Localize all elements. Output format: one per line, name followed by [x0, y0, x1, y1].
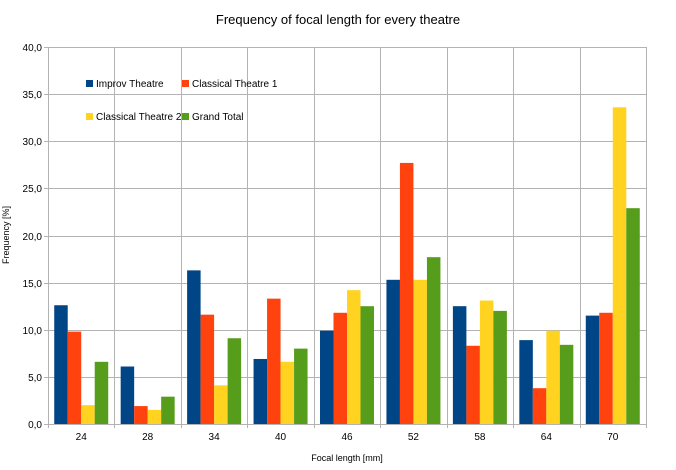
- bar-classical-theatre-2-28: [147, 409, 162, 424]
- bar-classical-theatre-2-64: [546, 330, 560, 424]
- legend-label: Classical Theatre 2: [96, 112, 182, 123]
- bar-improv-theatre-34: [187, 270, 201, 424]
- y-tick-label: 35,0: [23, 90, 43, 101]
- bar-improv-theatre-64: [519, 340, 533, 424]
- bar-classical-theatre-2-70: [612, 107, 627, 424]
- bar-grand-total-28: [161, 396, 175, 424]
- bar-grand-total-58: [493, 310, 507, 424]
- x-axis-label: Focal length [mm]: [311, 453, 383, 463]
- bar-classical-theatre-1-40: [267, 298, 281, 424]
- bar-classical-theatre-2-52: [413, 279, 427, 424]
- y-axis-label: Frequency [%]: [1, 205, 11, 265]
- bar-improv-theatre-52: [386, 279, 400, 424]
- x-tick-label: 70: [607, 432, 619, 443]
- legend-swatch: [86, 80, 93, 87]
- x-tick-label: 58: [474, 432, 486, 443]
- legend-swatch: [182, 80, 189, 87]
- bar-classical-theatre-1-64: [532, 388, 547, 424]
- bar-classical-theatre-1-46: [333, 312, 347, 424]
- x-tick-label: 28: [142, 432, 154, 443]
- x-tick-label: 46: [341, 432, 353, 443]
- bar-improv-theatre-46: [320, 330, 334, 424]
- bar-improv-theatre-70: [585, 315, 600, 424]
- bar-improv-theatre-58: [452, 306, 467, 424]
- bar-classical-theatre-2-58: [479, 300, 494, 424]
- bar-classical-theatre-1-70: [599, 312, 613, 424]
- bar-improv-theatre-28: [120, 366, 135, 424]
- bar-improv-theatre-40: [253, 358, 268, 424]
- bar-grand-total-24: [94, 361, 109, 424]
- chart-title: Frequency of focal length for every thea…: [215, 12, 461, 27]
- x-tick-label: 64: [541, 432, 553, 443]
- x-tick-label: 52: [408, 432, 420, 443]
- legend-label: Grand Total: [192, 112, 244, 123]
- bar-grand-total-46: [360, 306, 374, 424]
- y-tick-label: 20,0: [23, 232, 43, 243]
- legend-label: Improv Theatre: [96, 79, 164, 90]
- bar-classical-theatre-2-34: [214, 385, 228, 424]
- y-tick-label: 30,0: [23, 137, 43, 148]
- y-tick-label: 0,0: [28, 420, 42, 431]
- bar-grand-total-40: [294, 348, 308, 424]
- bar-grand-total-70: [626, 208, 640, 424]
- y-tick-label: 25,0: [23, 184, 43, 195]
- bar-classical-theatre-1-52: [399, 162, 414, 424]
- bar-classical-theatre-2-40: [280, 361, 295, 424]
- x-tick-label: 34: [209, 432, 221, 443]
- y-tick-label: 40,0: [23, 43, 43, 54]
- bar-improv-theatre-24: [54, 305, 68, 424]
- bar-grand-total-64: [559, 344, 574, 424]
- y-tick-label: 5,0: [28, 373, 42, 384]
- bar-classical-theatre-1-28: [134, 406, 148, 424]
- y-tick-label: 15,0: [23, 279, 43, 290]
- bar-classical-theatre-1-58: [466, 345, 480, 424]
- x-tick-label: 40: [275, 432, 287, 443]
- bar-grand-total-34: [227, 338, 242, 424]
- legend-swatch: [86, 113, 93, 120]
- legend-label: Classical Theatre 1: [192, 79, 278, 90]
- bar-classical-theatre-2-46: [347, 290, 361, 424]
- bar-classical-theatre-2-24: [81, 405, 95, 424]
- legend-swatch: [182, 113, 189, 120]
- bar-classical-theatre-1-24: [67, 331, 82, 424]
- bar-classical-theatre-1-34: [200, 314, 215, 424]
- y-tick-label: 10,0: [23, 326, 43, 337]
- x-tick-label: 24: [76, 432, 88, 443]
- bar-grand-total-52: [426, 257, 441, 424]
